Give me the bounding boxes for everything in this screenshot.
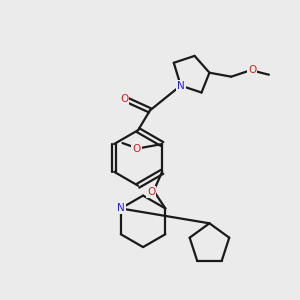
Text: N: N xyxy=(177,81,184,91)
Text: N: N xyxy=(117,203,124,214)
Text: O: O xyxy=(120,94,128,104)
Text: O: O xyxy=(147,187,155,196)
Text: O: O xyxy=(132,144,140,154)
Text: O: O xyxy=(248,65,256,75)
